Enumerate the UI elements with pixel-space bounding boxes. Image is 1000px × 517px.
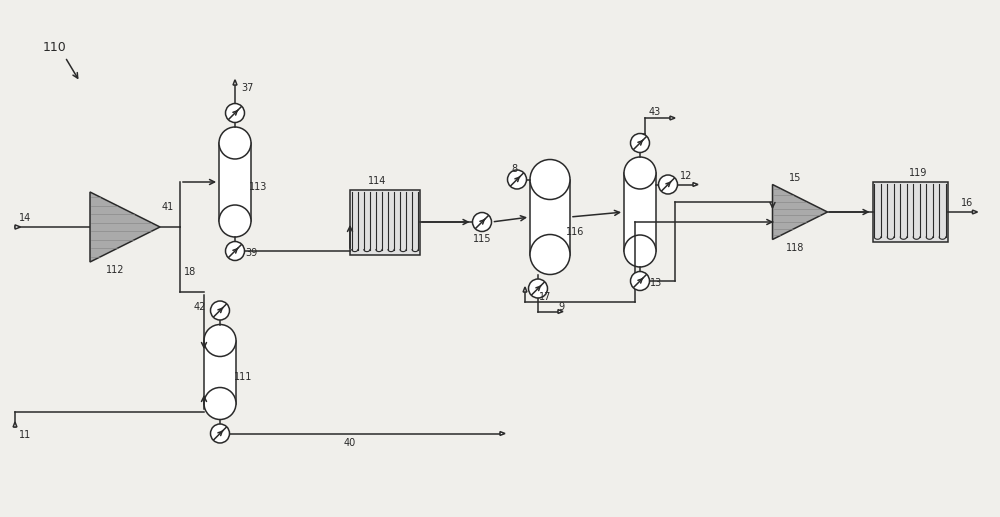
Polygon shape bbox=[693, 183, 698, 187]
Polygon shape bbox=[13, 422, 17, 427]
Text: 43: 43 bbox=[649, 107, 661, 117]
Text: 16: 16 bbox=[961, 198, 974, 208]
Text: 114: 114 bbox=[368, 175, 386, 186]
Text: 9: 9 bbox=[558, 301, 564, 312]
Text: 12: 12 bbox=[680, 171, 692, 180]
Text: 11: 11 bbox=[19, 430, 31, 440]
Polygon shape bbox=[233, 80, 237, 85]
Circle shape bbox=[226, 103, 244, 123]
Bar bbox=[219, 143, 251, 221]
Circle shape bbox=[210, 424, 230, 443]
Ellipse shape bbox=[530, 160, 570, 200]
Polygon shape bbox=[523, 287, 527, 292]
Text: 37: 37 bbox=[241, 83, 253, 93]
Polygon shape bbox=[558, 310, 563, 313]
Ellipse shape bbox=[219, 127, 251, 159]
Circle shape bbox=[210, 301, 230, 320]
Text: 8: 8 bbox=[511, 163, 517, 174]
Circle shape bbox=[658, 175, 678, 194]
Polygon shape bbox=[670, 116, 675, 120]
Bar bbox=[624, 173, 656, 251]
Text: 42: 42 bbox=[194, 301, 206, 312]
Polygon shape bbox=[15, 225, 20, 229]
Text: 40: 40 bbox=[344, 437, 356, 448]
Bar bbox=[872, 182, 948, 242]
Circle shape bbox=[508, 170, 526, 189]
Polygon shape bbox=[972, 210, 978, 214]
Text: 41: 41 bbox=[162, 202, 174, 212]
Circle shape bbox=[473, 212, 492, 232]
Text: 15: 15 bbox=[789, 173, 801, 183]
Text: 118: 118 bbox=[786, 242, 804, 252]
Polygon shape bbox=[500, 432, 505, 435]
Bar bbox=[350, 190, 420, 254]
Circle shape bbox=[528, 279, 548, 298]
Circle shape bbox=[226, 241, 244, 261]
Text: 17: 17 bbox=[539, 292, 551, 302]
Text: 13: 13 bbox=[650, 278, 662, 288]
Text: 18: 18 bbox=[184, 267, 196, 277]
Ellipse shape bbox=[624, 235, 656, 267]
Polygon shape bbox=[90, 192, 160, 262]
Ellipse shape bbox=[624, 157, 656, 189]
Text: 112: 112 bbox=[106, 265, 124, 275]
Text: 14: 14 bbox=[19, 213, 31, 223]
Ellipse shape bbox=[204, 388, 236, 419]
Ellipse shape bbox=[219, 205, 251, 237]
Text: 110: 110 bbox=[43, 40, 67, 53]
Ellipse shape bbox=[530, 235, 570, 275]
Bar bbox=[204, 341, 236, 403]
Ellipse shape bbox=[204, 325, 236, 357]
Bar bbox=[530, 179, 570, 254]
Text: 113: 113 bbox=[249, 182, 267, 192]
Text: 115: 115 bbox=[473, 234, 491, 244]
Text: 116: 116 bbox=[566, 227, 584, 237]
Text: 119: 119 bbox=[909, 168, 927, 178]
Circle shape bbox=[631, 133, 650, 153]
Circle shape bbox=[631, 271, 650, 291]
Polygon shape bbox=[772, 185, 828, 239]
Text: 111: 111 bbox=[234, 372, 252, 382]
Text: 39: 39 bbox=[245, 248, 257, 258]
